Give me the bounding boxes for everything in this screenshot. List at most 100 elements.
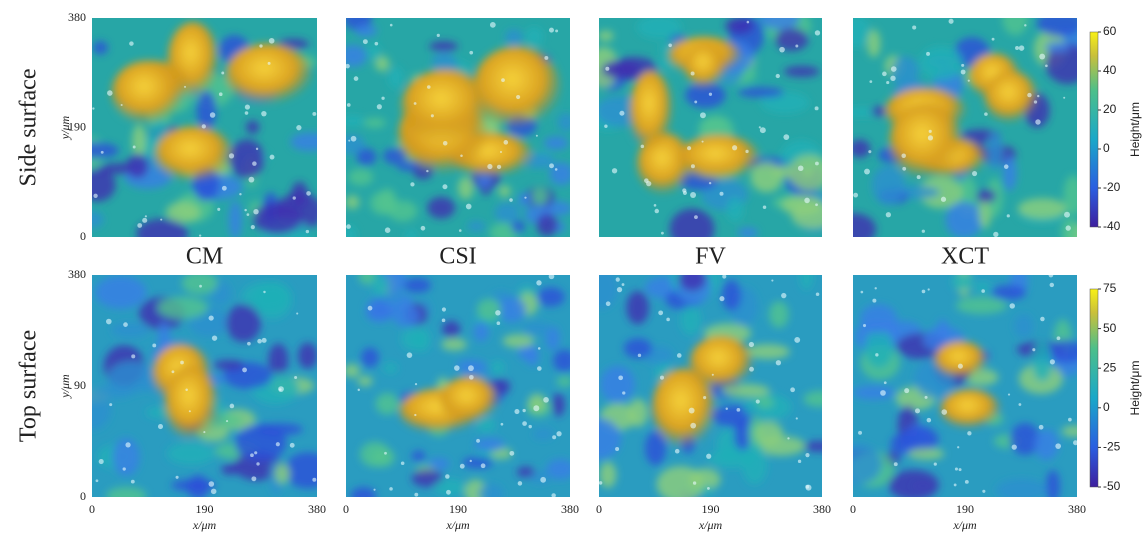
highlight: [922, 230, 925, 233]
highlight: [528, 425, 531, 428]
texture-blob: [860, 304, 897, 333]
y-tick-label: 0: [80, 229, 86, 243]
texture-blob: [544, 136, 568, 149]
highlight: [221, 72, 224, 75]
highlight: [245, 111, 249, 115]
texture-blob: [392, 305, 420, 327]
texture-blob: [432, 52, 456, 71]
highlight: [749, 342, 754, 347]
texture-blob: [996, 479, 1047, 502]
highlight: [504, 140, 509, 145]
highlight: [217, 208, 220, 211]
highlight: [1015, 46, 1019, 50]
highlight: [805, 453, 809, 457]
x-tick-label: 190: [196, 502, 214, 516]
highlight: [354, 76, 359, 81]
highlight: [445, 474, 450, 479]
texture-blob: [734, 421, 751, 451]
highlight: [787, 437, 789, 439]
texture-blob: [775, 28, 808, 51]
colorbar-label: Height/μm: [1128, 361, 1142, 416]
highlight: [199, 285, 202, 288]
highlight: [296, 312, 298, 314]
highlight: [894, 462, 898, 466]
texture-blob: [987, 131, 1002, 171]
texture-blob: [976, 189, 996, 203]
highlight: [437, 34, 440, 37]
highlight: [375, 42, 379, 46]
highlight: [922, 290, 926, 294]
highlight: [129, 41, 134, 46]
texture-blob: [803, 391, 836, 407]
highlight: [250, 453, 254, 457]
highlight: [414, 414, 416, 416]
figure: CMCSIFVXCTSide surfacey/μm38019006040200…: [0, 0, 1146, 535]
highlight: [101, 151, 104, 154]
highlight: [121, 104, 123, 106]
highlight: [348, 140, 350, 142]
highlight: [638, 354, 641, 357]
highlight: [172, 370, 175, 373]
highlight: [790, 387, 795, 392]
texture-blob: [784, 66, 820, 77]
texture-blob: [157, 297, 208, 319]
height-peak: [934, 341, 987, 378]
highlight: [737, 408, 741, 412]
highlight: [781, 293, 786, 298]
highlight: [293, 196, 296, 199]
texture-blob: [502, 334, 534, 348]
highlight: [732, 145, 737, 150]
highlight: [853, 193, 858, 198]
texture-blob: [945, 201, 983, 238]
column-label: CM: [186, 244, 223, 270]
texture-blob: [213, 360, 244, 370]
colorbar-tick-label: 75: [1103, 281, 1117, 295]
highlight: [606, 301, 611, 306]
texture-blob: [517, 467, 535, 478]
texture-blob: [1032, 341, 1053, 381]
highlight: [261, 111, 266, 116]
highlight: [501, 78, 505, 82]
texture-blob: [478, 484, 503, 504]
highlight: [497, 165, 501, 169]
row-label: Side surface: [16, 69, 42, 187]
surface-texture: [73, 271, 331, 505]
highlight: [1034, 100, 1037, 103]
highlight: [290, 443, 295, 448]
highlight: [745, 150, 748, 153]
highlight: [816, 292, 820, 296]
highlight: [720, 192, 724, 196]
texture-blob: [1046, 470, 1060, 503]
highlight: [358, 389, 360, 391]
texture-blob: [1045, 42, 1070, 53]
highlight: [783, 134, 789, 140]
highlight: [1049, 273, 1054, 278]
highlight: [1032, 348, 1035, 351]
highlight: [229, 153, 234, 158]
highlight: [487, 164, 492, 169]
highlight: [442, 319, 446, 323]
highlight: [760, 127, 766, 133]
highlight: [941, 197, 946, 202]
highlight: [522, 421, 527, 426]
colorbar-tick-label: 50: [1103, 321, 1117, 335]
highlight: [185, 389, 188, 392]
highlight: [641, 145, 645, 149]
highlight: [509, 198, 513, 202]
texture-blob: [253, 203, 301, 235]
surface-texture: [577, 258, 838, 503]
highlight: [961, 64, 964, 67]
highlight: [107, 90, 113, 96]
height-peak: [689, 336, 753, 390]
highlight: [776, 360, 781, 365]
highlight: [555, 29, 558, 32]
highlight: [654, 204, 657, 207]
highlight: [726, 408, 728, 410]
highlight: [431, 114, 434, 117]
highlight: [522, 409, 525, 412]
highlight: [142, 218, 147, 223]
highlight: [460, 464, 465, 469]
highlight: [131, 354, 135, 358]
highlight: [269, 38, 275, 44]
texture-blob: [518, 193, 531, 207]
